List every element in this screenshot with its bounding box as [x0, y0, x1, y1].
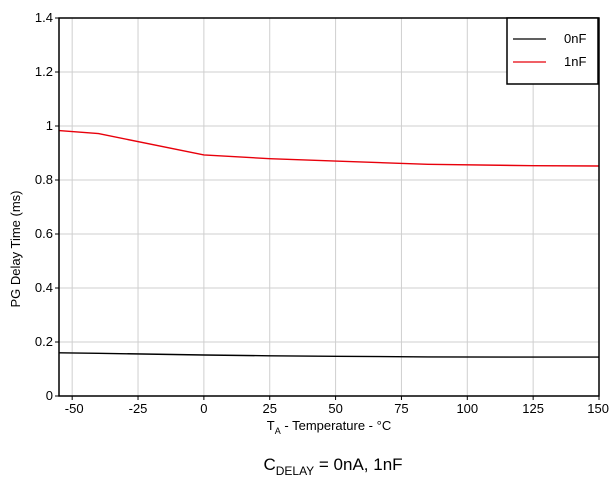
- x-axis-label-rest: - Temperature - °C: [281, 418, 391, 433]
- x-tick-labels: -50 -25 0 25 50 75 100 125 150: [65, 396, 609, 416]
- y-axis-label: PG Delay Time (ms): [8, 190, 23, 307]
- series-line-1nf: [58, 129, 600, 167]
- legend-box: [506, 17, 599, 85]
- x-tick-label: 150: [587, 401, 609, 416]
- y-tick-label: 1: [46, 118, 53, 133]
- x-tick-label: -50: [65, 401, 84, 416]
- y-tick-label: 0: [46, 388, 53, 403]
- chart-caption: CDELAY = 0nA, 1nF: [263, 455, 402, 477]
- y-tick-label: 1.2: [35, 64, 53, 79]
- legend-label-1nf: 1nF: [564, 54, 586, 69]
- y-tick-label: 0.8: [35, 172, 53, 187]
- x-tick-label: 75: [394, 401, 408, 416]
- x-tick-label: -25: [129, 401, 148, 416]
- y-tick-label: 0.4: [35, 280, 53, 295]
- x-tick-label: 100: [456, 401, 478, 416]
- x-axis-label: TA - Temperature - °C: [267, 418, 391, 436]
- plot-frame: [58, 17, 600, 397]
- series-line-0nf: [58, 352, 599, 358]
- caption-rest: = 0nA, 1nF: [314, 455, 402, 474]
- x-tick-label: 50: [328, 401, 342, 416]
- x-axis-label-main: T: [267, 418, 275, 433]
- caption-sub: DELAY: [276, 464, 314, 477]
- caption-main: C: [263, 455, 275, 474]
- y-tick-label: 0.2: [35, 334, 53, 349]
- y-tick-labels: 0 0.2 0.4 0.6 0.8 1 1.2 1.4: [35, 10, 59, 403]
- y-tick-label: 0.6: [35, 226, 53, 241]
- y-tick-label: 1.4: [35, 10, 53, 25]
- series-lines: [58, 129, 600, 358]
- x-tick-label: 25: [262, 401, 276, 416]
- x-tick-label: 0: [200, 401, 207, 416]
- x-tick-label: 125: [522, 401, 544, 416]
- legend: 0nF 1nF: [506, 17, 599, 85]
- x-axis-label-sub: A: [275, 426, 281, 436]
- legend-label-0nf: 0nF: [564, 31, 586, 46]
